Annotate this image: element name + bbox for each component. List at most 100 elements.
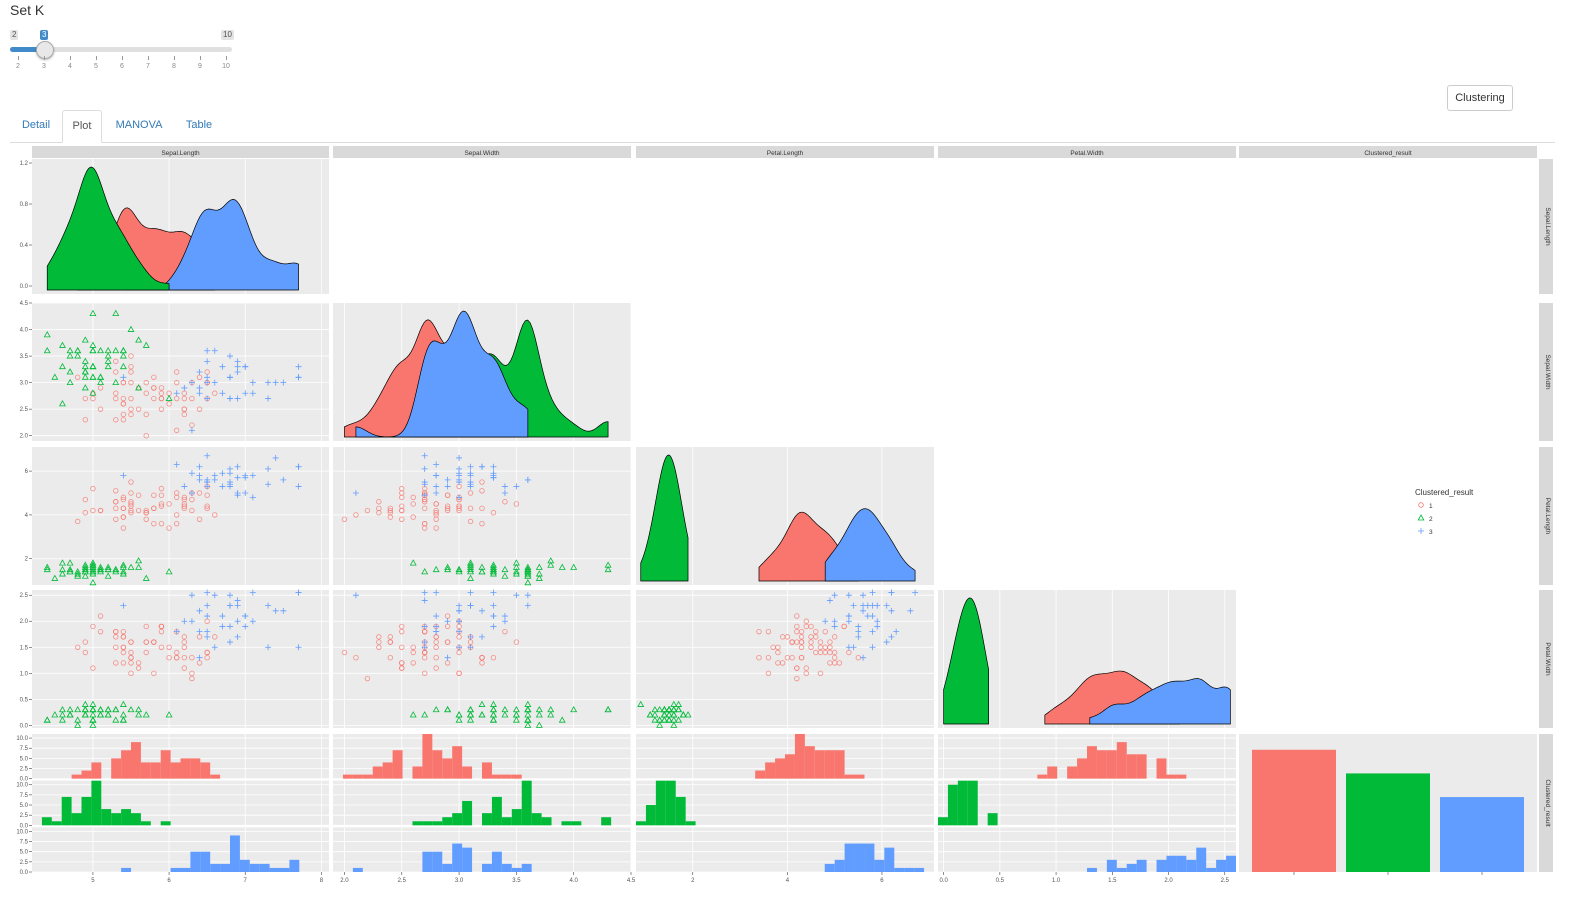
slider-tick-label: 9 xyxy=(198,63,202,70)
scatter-point xyxy=(90,623,96,630)
scatter-point xyxy=(204,492,210,498)
facet-strip-label: Sepal.Length xyxy=(161,150,200,157)
scatter-point xyxy=(242,474,249,481)
slider-handle[interactable] xyxy=(36,41,54,59)
scatter-point xyxy=(135,660,142,666)
scatter-point xyxy=(341,649,348,656)
tab-detail[interactable]: Detail xyxy=(21,119,51,131)
axis-tick-label: 2.5 xyxy=(20,407,29,413)
facet-strip xyxy=(1539,303,1553,441)
axis-tick-label: 0.0 xyxy=(20,284,29,290)
scatter-point xyxy=(399,660,405,666)
scatter-point xyxy=(128,501,134,507)
scatter-point xyxy=(82,417,89,423)
scatter-point xyxy=(43,331,51,338)
scatter-point xyxy=(128,654,134,661)
tab-manova[interactable]: MANOVA xyxy=(115,119,163,131)
scatter-point xyxy=(151,639,157,645)
k-slider[interactable]: 2 3 10 2 3 4 5 6 7 8 9 10 xyxy=(10,28,238,78)
axis-tick-label: 0.5 xyxy=(996,878,1005,884)
axis-tick-label: 1.5 xyxy=(1108,878,1117,884)
axis-tick-label: 1.2 xyxy=(20,161,29,167)
tab-plot[interactable]: Plot xyxy=(62,110,102,143)
scatter-point xyxy=(547,557,555,564)
scatter-point xyxy=(604,565,612,573)
scatter-point xyxy=(234,369,241,375)
histogram-bar xyxy=(210,774,221,779)
scatter-point xyxy=(249,472,256,479)
histogram-bar xyxy=(1096,750,1107,779)
scatter-point xyxy=(128,353,134,359)
scatter-point xyxy=(89,568,97,575)
scatter-point xyxy=(120,472,127,479)
tab-bar: Detail Plot MANOVA Table xyxy=(10,110,1555,143)
histogram-bar xyxy=(452,746,463,779)
scatter-point xyxy=(219,470,226,477)
scatter-point xyxy=(128,649,134,656)
scatter-point xyxy=(501,565,509,573)
scatter-point xyxy=(89,389,97,396)
scatter-point xyxy=(869,602,876,609)
axis-tick-label: 4.0 xyxy=(20,328,29,334)
scatter-point xyxy=(219,613,226,620)
scatter-point xyxy=(421,670,428,677)
scatter-point xyxy=(120,395,127,402)
scatter-point xyxy=(444,503,451,509)
axis-tick-label: 7.5 xyxy=(20,840,29,846)
axis-tick-label: 1.0 xyxy=(1052,878,1061,884)
clustering-button[interactable]: Clustering xyxy=(1447,85,1513,111)
scatter-point xyxy=(97,613,104,619)
slider-track[interactable] xyxy=(10,47,232,52)
scatter-point xyxy=(376,644,382,650)
scatter-point xyxy=(410,644,416,650)
slider-tick xyxy=(96,56,97,60)
scatter-point xyxy=(808,644,814,650)
scatter-point xyxy=(89,561,97,568)
scatter-point xyxy=(855,623,862,630)
scatter-point xyxy=(43,346,51,354)
scatter-point xyxy=(280,476,287,483)
tab-table[interactable]: Table xyxy=(185,119,213,131)
scatter-point xyxy=(128,639,134,645)
scatter-point xyxy=(399,507,405,514)
scatter-point xyxy=(467,565,475,573)
histogram-bar xyxy=(289,859,300,872)
scatter-point xyxy=(803,670,809,677)
scatter-point xyxy=(196,390,203,397)
legend-label: 2 xyxy=(1429,516,1433,523)
histogram-bar xyxy=(1106,750,1117,779)
histogram-bar xyxy=(422,734,433,779)
scatter-point xyxy=(860,654,867,661)
axis-tick-label: 10.0 xyxy=(16,829,28,835)
scatter-point xyxy=(204,369,210,375)
scatter-point xyxy=(265,379,272,386)
scatter-point xyxy=(74,721,82,728)
scatter-point xyxy=(456,472,463,479)
scatter-point xyxy=(90,665,96,671)
scatter-point xyxy=(433,665,439,671)
scatter-point xyxy=(181,503,188,509)
histogram-bar xyxy=(665,780,676,826)
scatter-point xyxy=(295,463,302,470)
scatter-point xyxy=(444,492,451,498)
scatter-point xyxy=(89,373,97,380)
scatter-point xyxy=(433,525,439,531)
scatter-point xyxy=(410,649,416,656)
scatter-point xyxy=(58,716,66,723)
scatter-point xyxy=(234,597,241,604)
scatter-point xyxy=(119,700,127,707)
scatter-point xyxy=(467,602,474,609)
axis-tick-label: 5.0 xyxy=(20,756,29,762)
axis-tick-label: 3.5 xyxy=(20,354,29,360)
scatter-point xyxy=(467,483,474,490)
scatter-point xyxy=(831,649,838,656)
scatter-point xyxy=(74,374,81,381)
scatter-point xyxy=(524,602,531,609)
scatter-point xyxy=(665,705,673,713)
histogram-bar xyxy=(675,796,686,826)
histogram-bar xyxy=(1126,863,1137,872)
histogram-bar xyxy=(491,774,502,779)
scatter-point xyxy=(399,490,405,496)
scatter-point xyxy=(142,711,150,718)
scatter-point xyxy=(789,639,795,645)
